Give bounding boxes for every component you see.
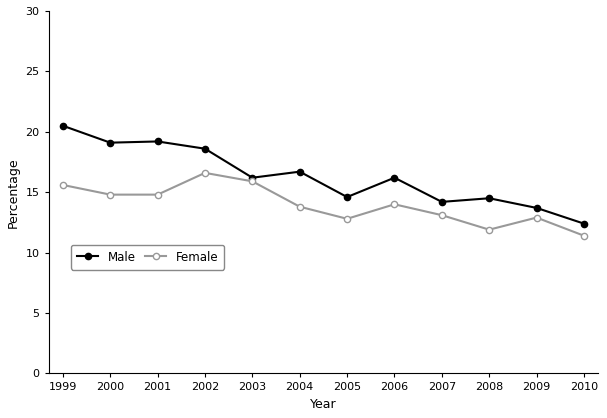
Female	[59, 182, 67, 187]
Male	[59, 123, 67, 128]
Female	[486, 227, 493, 232]
Female	[391, 202, 398, 207]
Female	[580, 233, 588, 238]
Male	[249, 175, 256, 180]
Female	[344, 216, 351, 221]
Female	[249, 179, 256, 184]
Legend: Male, Female: Male, Female	[71, 245, 225, 270]
Female	[296, 204, 304, 209]
Y-axis label: Percentage: Percentage	[7, 157, 20, 227]
Male	[391, 175, 398, 180]
Female	[438, 213, 446, 218]
Female	[202, 171, 209, 176]
Female	[154, 192, 161, 197]
Male	[107, 140, 114, 145]
Line: Male: Male	[59, 122, 587, 227]
Female	[533, 215, 540, 220]
Male	[533, 205, 540, 210]
Male	[486, 196, 493, 201]
Male	[202, 146, 209, 151]
Male	[438, 199, 446, 204]
Male	[344, 194, 351, 199]
Male	[580, 221, 588, 226]
Male	[154, 139, 161, 144]
Female	[107, 192, 114, 197]
X-axis label: Year: Year	[310, 398, 337, 411]
Line: Female: Female	[59, 170, 587, 239]
Male	[296, 169, 304, 174]
